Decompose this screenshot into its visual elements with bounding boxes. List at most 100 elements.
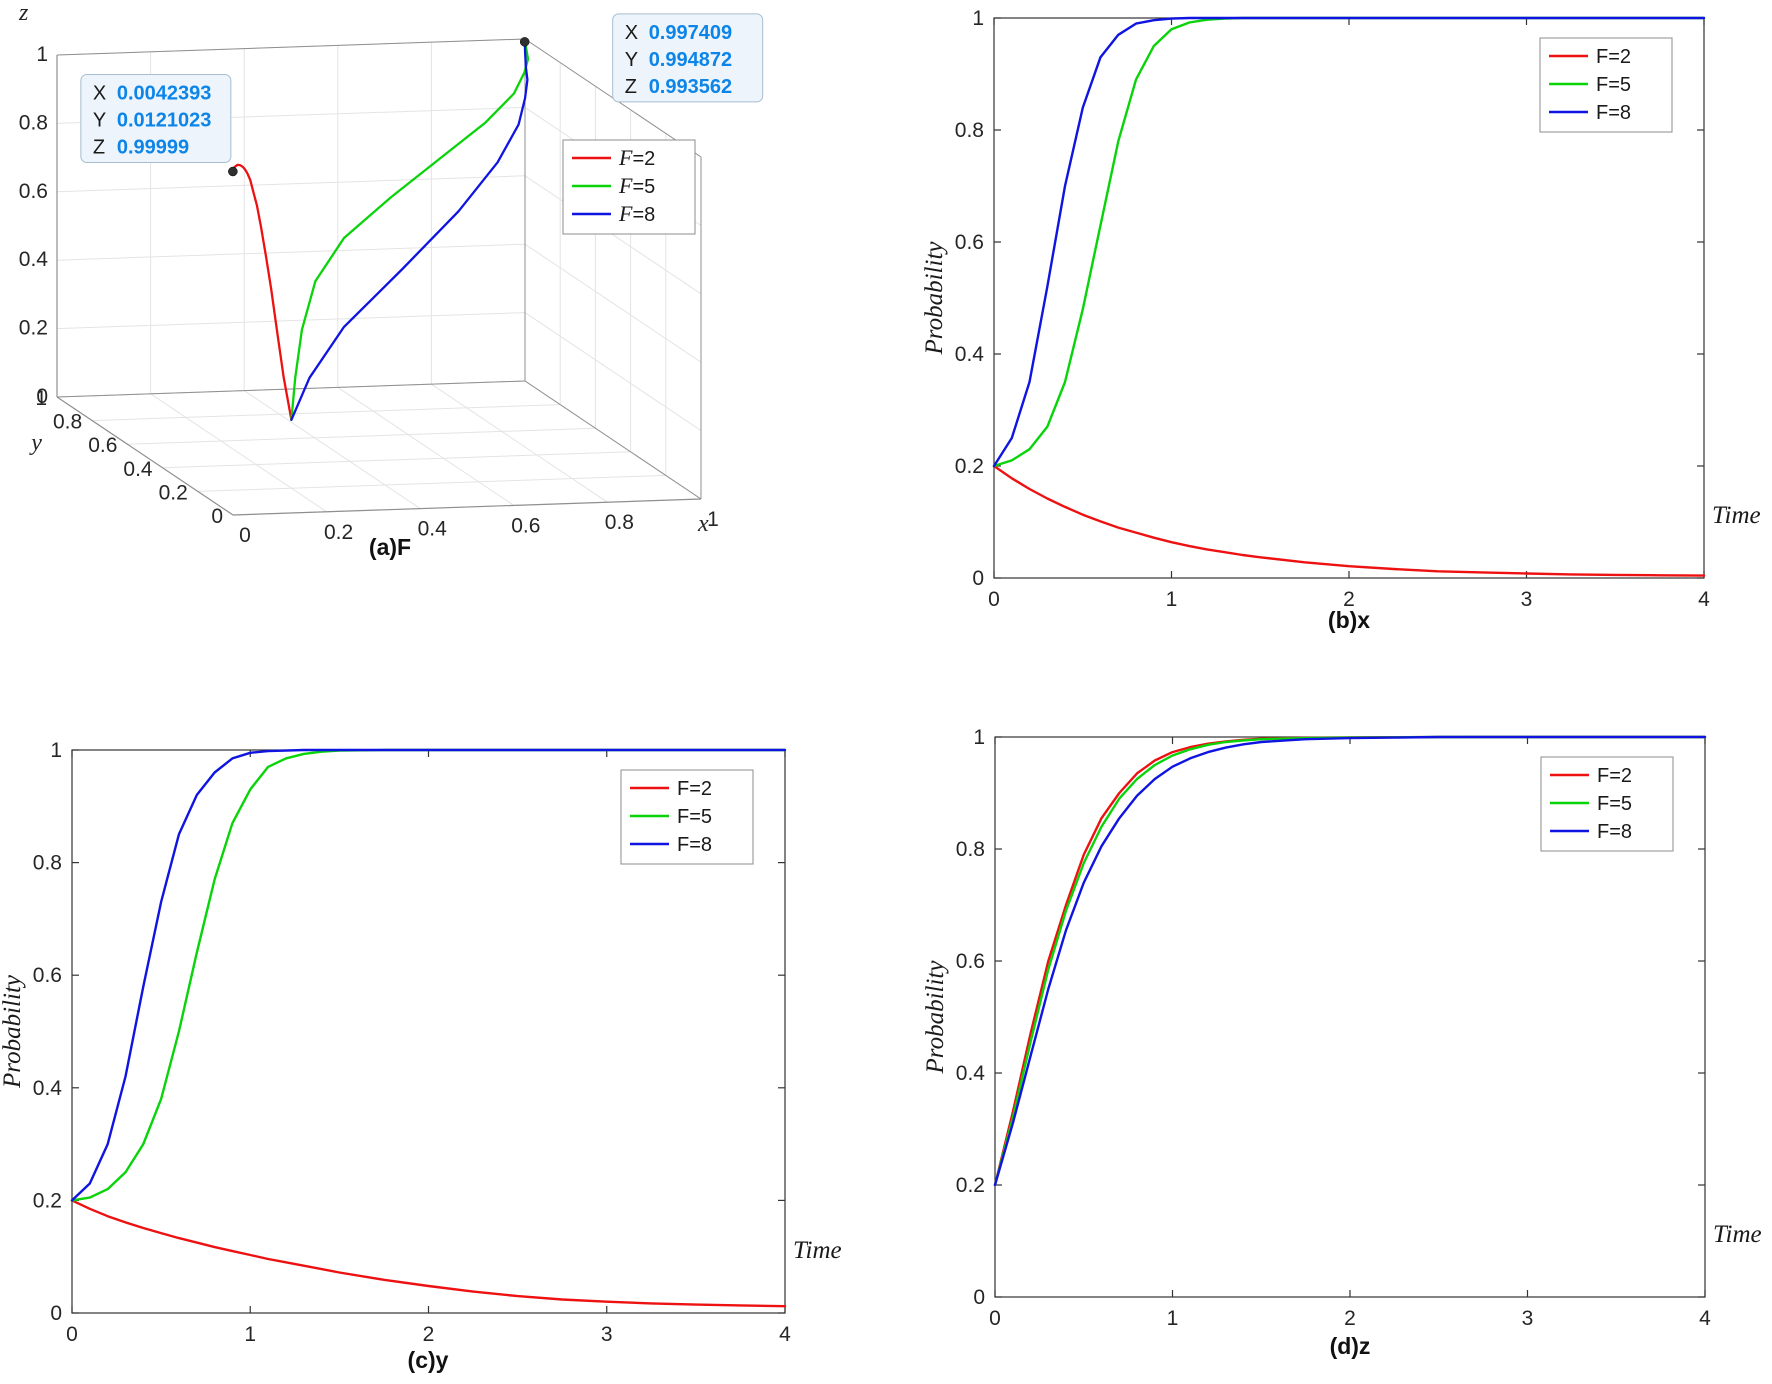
datatip-axis-letter: Z [93, 137, 105, 159]
y-tick-label: 1 [972, 7, 984, 30]
y-tick-label: 0.2 [159, 481, 188, 504]
x-tick-label: 4 [1699, 1307, 1711, 1330]
datatip-value: 0.0121023 [117, 110, 212, 132]
legend-label: F=2 [1596, 46, 1631, 68]
z-tick-label: 0.4 [19, 248, 49, 271]
y-tick-label: 0.8 [53, 411, 82, 434]
axes: 0 1 2 3 4 0 0.2 0.4 0.6 0.8 1 [33, 739, 791, 1346]
datatip-value: 0.993562 [649, 76, 732, 98]
panel-d-z-probability-plot: 0 1 2 3 4 0 0.2 0.4 0.6 0.8 1 Probability Time F=2 F=5… [886, 692, 1772, 1384]
datatip-marker[interactable] [228, 166, 238, 177]
legend-label: F=2 [1597, 765, 1632, 787]
y-tick-label: 0 [50, 1302, 62, 1325]
y-tick-label: 0.8 [33, 852, 62, 875]
datatip-axis-letter: X [93, 83, 106, 105]
y-tick-label: 0.4 [956, 1062, 986, 1085]
x-axis-label: x [697, 511, 709, 537]
series-line-F8 [70, 748, 787, 1202]
y-tick-label: 1 [50, 739, 62, 762]
x-tick-label: 0.2 [324, 521, 353, 544]
datatip-axis-letter: Y [93, 110, 106, 132]
datatip-value: 0.997409 [649, 22, 732, 44]
tick-labels-3d: 0 0.2 0.4 0.6 0.8 100.20.40.60.8100.20.40.60.… [19, 43, 719, 547]
legend-label: F=2 [677, 778, 712, 800]
legend-d[interactable]: F=2 F=5 F=8 [1540, 756, 1674, 852]
y-tick-label: 0.6 [33, 964, 62, 987]
y-tick-label: 0.6 [956, 950, 985, 973]
x-tick-label: 2 [1343, 588, 1355, 611]
x-tick-label: 0.4 [418, 518, 448, 541]
x-tick-label: 1 [1167, 1307, 1179, 1330]
series-line-F2 [992, 464, 1706, 577]
x-tick-label: 1 [1166, 588, 1178, 611]
legend-label: F=8 [1597, 821, 1632, 843]
legend-a[interactable]: F=2 F=5 F=8 [562, 139, 696, 235]
legend-label: F=5 [1596, 74, 1631, 96]
y-axis-label: y [29, 430, 42, 456]
x-tick-label: 0 [239, 524, 251, 547]
legend-label: F=5 [1597, 793, 1632, 815]
y-tick-label: 0.6 [955, 231, 984, 254]
legend-b[interactable]: F=2 F=5 F=8 [1539, 37, 1673, 133]
legend-label: F=5 [618, 173, 655, 198]
datatip-marker[interactable] [519, 37, 530, 47]
datatip-0[interactable]: X 0.0042393 Y 0.0121023 Z 0.99999 [80, 74, 232, 164]
y-axis-label: Probability [921, 241, 948, 356]
legend-label: F=2 [618, 145, 655, 170]
series-line-F8 [992, 16, 1706, 468]
datatip-axis-letter: X [625, 22, 638, 44]
x-tick-label: 0.6 [511, 514, 540, 537]
panel-b-x-probability-plot: 0 1 2 3 4 0 0.2 0.4 0.6 0.8 1 Probability Time F=2 F=5… [886, 0, 1772, 692]
x-tick-label: 0 [66, 1323, 78, 1346]
z-tick-label: 0.2 [19, 317, 48, 340]
datatip-value: 0.0042393 [117, 83, 212, 105]
y-tick-label: 0.2 [956, 1174, 985, 1197]
x-axis-label: Time [1713, 1221, 1762, 1248]
y-tick-label: 0 [211, 505, 223, 528]
panel-c-y-probability-plot: 0 1 2 3 4 0 0.2 0.4 0.6 0.8 1 Probability Time F=2 F=5… [0, 692, 886, 1384]
y-axis-label: Probability [0, 974, 26, 1089]
caption-b: (b)x [1327, 607, 1371, 633]
series-line-F2 [70, 1199, 787, 1308]
chart-a-3d-plot: 0 0.2 0.4 0.6 0.8 100.20.40.60.8100.20.40.60.… [18, 0, 764, 547]
legend-label: F=8 [618, 201, 655, 226]
caption-a: (a)F [368, 534, 412, 560]
axes-box-3d [56, 38, 702, 516]
legend-label: F=5 [677, 806, 712, 828]
y-tick-label: 0.4 [123, 458, 153, 481]
x-tick-label: 3 [1522, 1307, 1534, 1330]
legend-label: F=8 [677, 834, 712, 856]
y-axis-label: Probability [922, 960, 949, 1075]
y-tick-label: 1 [973, 726, 985, 749]
y-tick-label: 0.8 [955, 119, 984, 142]
chart-c-line-plot: 0 1 2 3 4 0 0.2 0.4 0.6 0.8 1 Probability Time F=2 F=5… [0, 739, 842, 1346]
y-tick-label: 0.4 [955, 343, 985, 366]
y-tick-label: 0.4 [33, 1077, 63, 1100]
y-tick-label: 1 [35, 387, 47, 410]
legend-c[interactable]: F=2 F=5 F=8 [620, 769, 754, 865]
x-tick-label: 2 [1344, 1307, 1356, 1330]
y-tick-label: 0 [972, 567, 984, 590]
series-line-3d-F2 [231, 163, 293, 421]
z-tick-label: 0.8 [19, 111, 48, 134]
caption-d: (d)z [1329, 1333, 1371, 1359]
x-tick-label: 1 [244, 1323, 256, 1346]
x-axis-label: Time [793, 1237, 842, 1264]
caption-c: (c)y [407, 1347, 449, 1373]
x-tick-label: 4 [779, 1323, 791, 1346]
series-line-3d-F8 [290, 37, 529, 421]
y-tick-label: 0 [973, 1286, 985, 1309]
datatip-value: 0.99999 [117, 137, 189, 159]
datatip-axis-letter: Y [625, 49, 638, 71]
x-tick-label: 3 [1521, 588, 1533, 611]
x-axis-label: Time [1712, 502, 1761, 529]
legend-label: F=8 [1596, 102, 1631, 124]
chart-d-line-plot: 0 1 2 3 4 0 0.2 0.4 0.6 0.8 1 Probability Time F=2 F=5… [922, 726, 1762, 1330]
y-tick-label: 0.8 [956, 838, 985, 861]
z-tick-label: 0 [36, 385, 48, 408]
x-tick-label: 0 [989, 1307, 1001, 1330]
series-line-3d-F5 [290, 40, 530, 421]
datatip-1[interactable]: X 0.997409 Y 0.994872 Z 0.993562 [612, 13, 764, 103]
x-tick-label: 1 [707, 508, 719, 531]
z-axis-label: z [18, 0, 29, 26]
